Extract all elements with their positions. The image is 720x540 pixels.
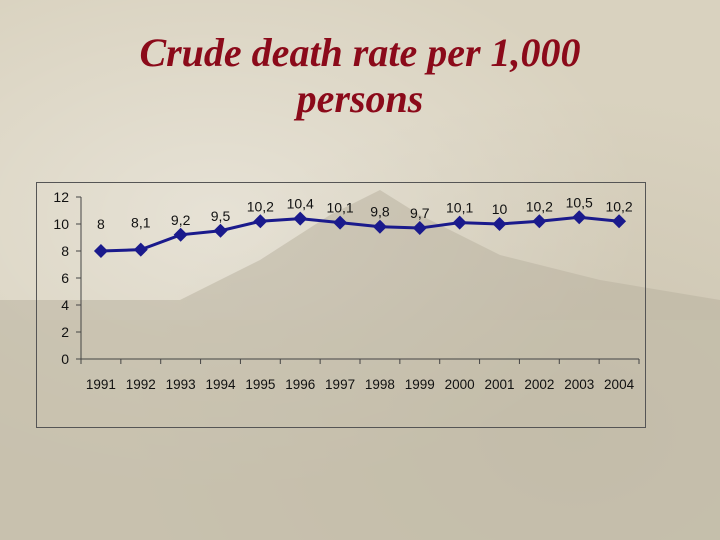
x-tick-label: 1997 <box>325 377 355 392</box>
data-point-marker <box>213 223 228 238</box>
data-point-marker <box>372 219 387 234</box>
x-tick-label: 1998 <box>365 377 395 392</box>
data-label: 10,2 <box>605 198 632 214</box>
data-point-marker <box>93 244 108 258</box>
data-label: 10,1 <box>326 200 353 216</box>
data-point-marker <box>612 214 627 229</box>
data-point-marker <box>173 227 188 242</box>
data-label: 9,5 <box>211 208 231 224</box>
data-point-marker <box>452 215 467 230</box>
data-label: 10,4 <box>287 196 314 212</box>
y-tick-label: 2 <box>61 324 69 340</box>
x-tick-label: 1999 <box>405 377 435 392</box>
x-tick-label: 1992 <box>126 377 156 392</box>
y-tick-label: 6 <box>61 270 69 286</box>
data-label: 8 <box>97 216 105 232</box>
data-point-marker <box>133 242 148 257</box>
x-tick-label: 1991 <box>86 377 116 392</box>
x-tick-label: 2004 <box>604 377 635 392</box>
data-label: 10,1 <box>446 200 473 216</box>
y-tick-label: 4 <box>61 297 69 313</box>
x-tick-label: 1996 <box>285 377 315 392</box>
y-tick-label: 0 <box>61 351 69 367</box>
chart-frame: 0 2 4 6 8 10 12 1991 1992 1993 1994 1995 1996 1997 199… <box>36 182 646 428</box>
x-tick-label: 2002 <box>524 377 554 392</box>
data-point-marker <box>492 217 507 231</box>
data-label: 9,8 <box>370 204 390 220</box>
slide-title: Crude death rate per 1,000 persons <box>60 30 660 122</box>
data-label: 10,2 <box>526 198 553 214</box>
data-point-marker <box>253 214 268 229</box>
x-tick-label: 1994 <box>205 377 236 392</box>
x-tick-label: 1995 <box>245 377 275 392</box>
data-label: 8,1 <box>131 215 151 231</box>
data-point-marker <box>572 210 587 225</box>
data-label: 10,2 <box>247 198 274 214</box>
y-tick-label: 12 <box>53 189 69 205</box>
y-tick-label: 8 <box>61 243 69 259</box>
line-chart: 0 2 4 6 8 10 12 1991 1992 1993 1994 1995 1996 1997 199… <box>53 189 640 392</box>
x-tick-label: 2003 <box>564 377 594 392</box>
data-label: 9,7 <box>410 205 430 221</box>
data-label: 10,5 <box>566 194 593 210</box>
x-tick-label: 2001 <box>484 377 514 392</box>
x-tick-label: 2000 <box>445 377 475 392</box>
data-label: 9,2 <box>171 212 191 228</box>
slide-title-line2: persons <box>296 76 424 121</box>
series-line <box>100 215 620 253</box>
data-point-marker <box>412 221 427 236</box>
x-tick-label: 1993 <box>166 377 196 392</box>
data-point-marker <box>333 215 348 230</box>
data-point-marker <box>532 214 547 229</box>
y-tick-label: 10 <box>53 216 69 232</box>
data-label: 10 <box>492 201 508 217</box>
data-point-marker <box>293 211 308 226</box>
slide-title-line1: Crude death rate per 1,000 <box>139 30 581 75</box>
